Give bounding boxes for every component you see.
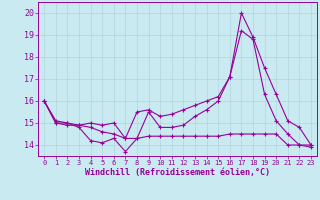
X-axis label: Windchill (Refroidissement éolien,°C): Windchill (Refroidissement éolien,°C) (85, 168, 270, 177)
